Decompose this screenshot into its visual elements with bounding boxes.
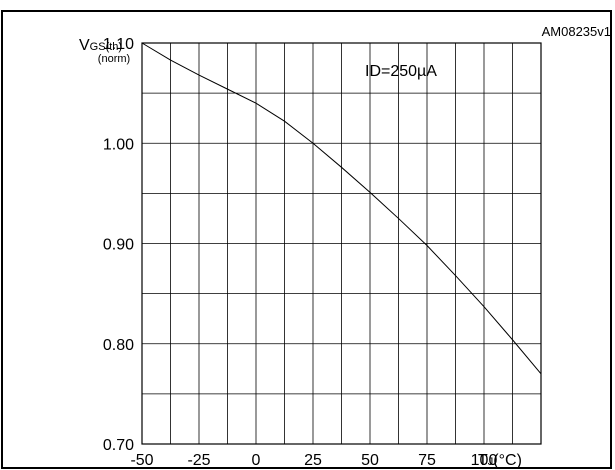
x-tick-label: 25	[304, 452, 322, 469]
x-tick-label: 0	[252, 452, 261, 469]
x-tick-label: 75	[418, 452, 436, 469]
y-tick-label: 1.00	[103, 136, 134, 153]
figure-id: AM08235v1	[542, 24, 611, 39]
y-tick-label: 1.10	[103, 36, 134, 53]
data-line	[141, 42, 542, 375]
y-tick-label: 0.70	[103, 437, 134, 454]
annotation: ID=250µA	[365, 63, 437, 80]
x-axis-label: TJ(°C)	[478, 452, 522, 469]
y-axis-norm-label: (norm)	[98, 53, 130, 65]
y-axis-label-main: V	[79, 37, 90, 54]
x-tick-label: -50	[130, 452, 153, 469]
grid	[142, 43, 541, 444]
x-tick-labels: -50 -25 0 25 50 75 100	[130, 452, 497, 469]
chart-frame	[1, 10, 612, 469]
y-tick-labels: 0.70 0.80 0.90 1.00 1.10	[103, 36, 134, 454]
y-axis-label: VGS(th)	[79, 37, 122, 54]
x-tick-label: -25	[187, 452, 210, 469]
y-tick-label: 0.80	[103, 337, 134, 354]
x-axis-label-sub: J	[488, 456, 494, 468]
x-axis-label-main: T	[478, 452, 488, 469]
y-axis-label-sub: GS(th)	[90, 41, 122, 53]
plot-border	[141, 42, 542, 445]
x-tick-label: 100	[471, 452, 498, 469]
x-axis-label-unit: (°C)	[493, 452, 522, 469]
y-tick-label: 0.90	[103, 237, 134, 254]
x-tick-label: 50	[361, 452, 379, 469]
